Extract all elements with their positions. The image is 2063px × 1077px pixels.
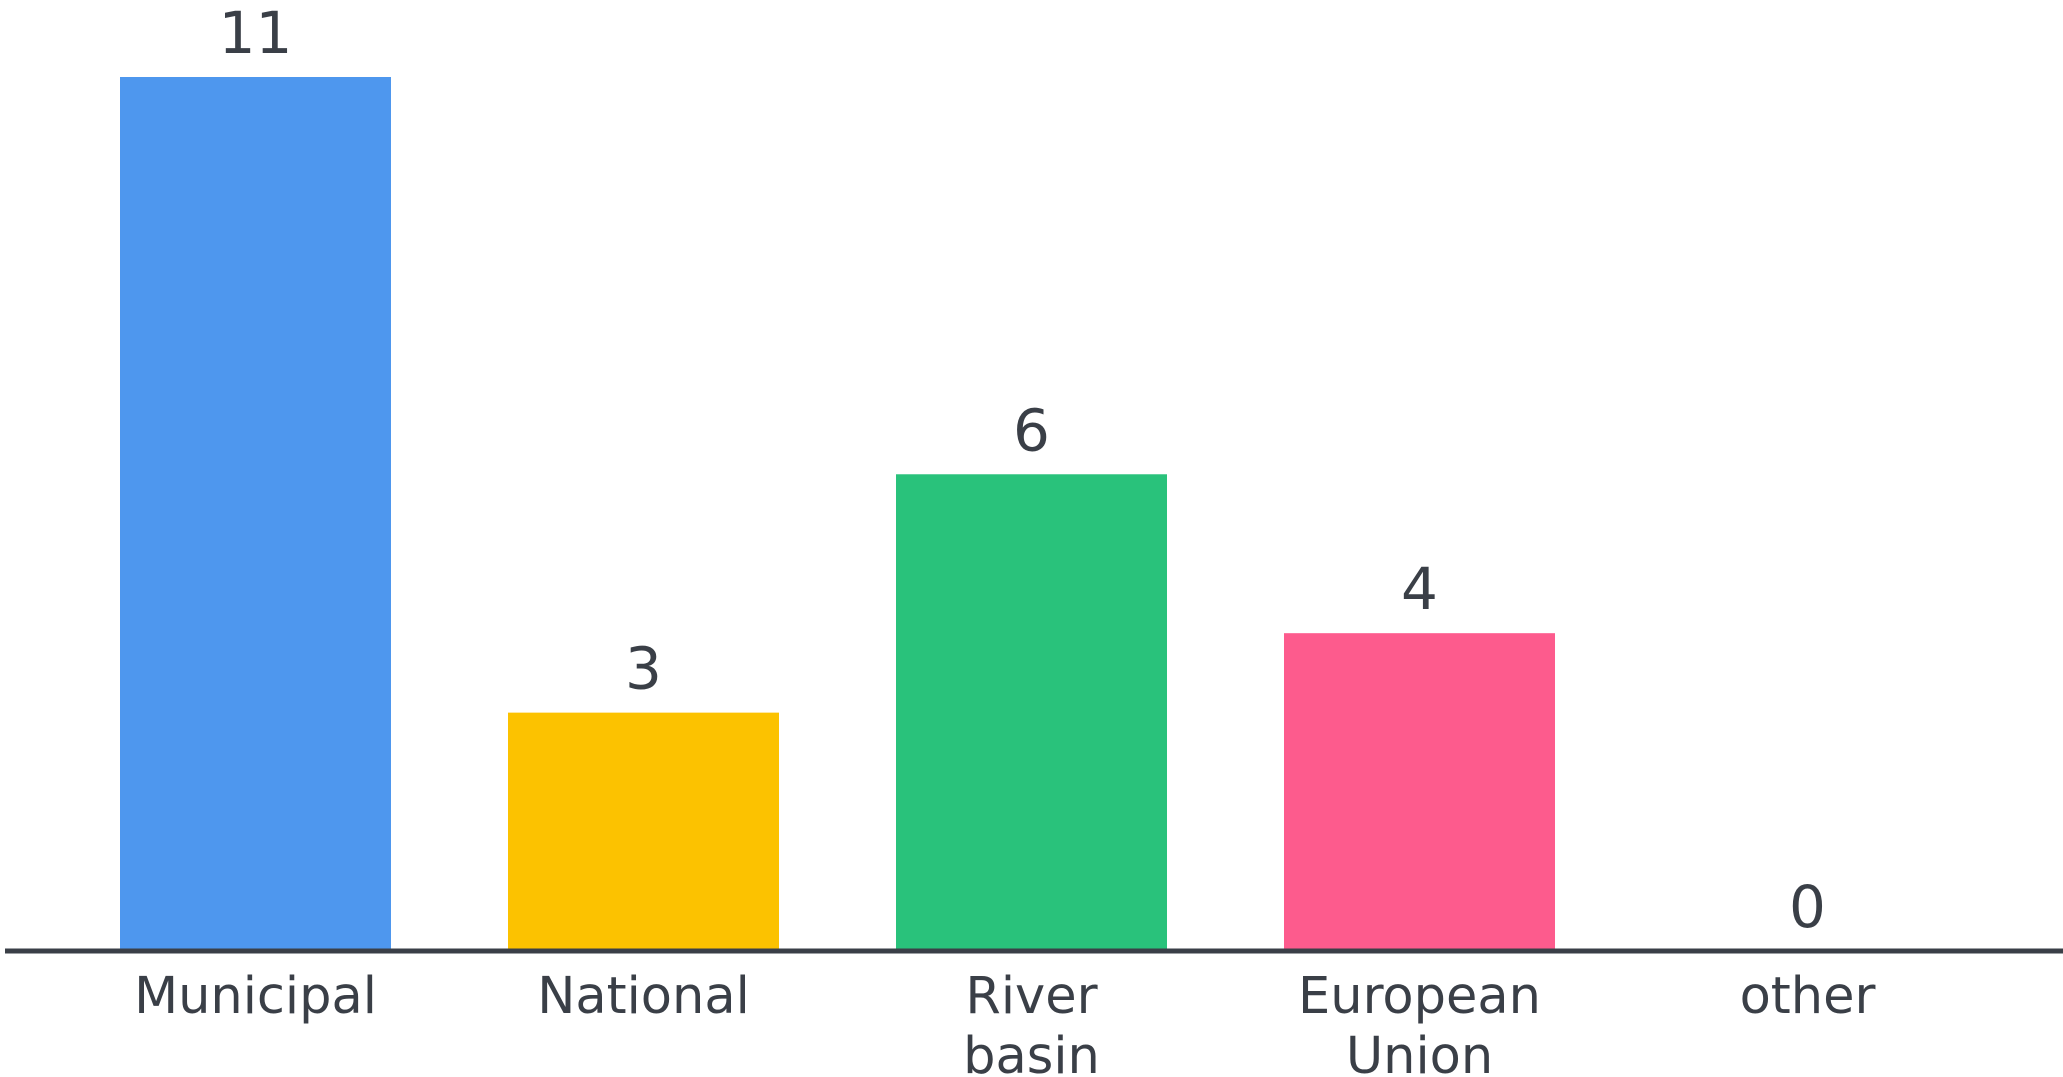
bar-0 bbox=[120, 77, 391, 951]
value-label-0: 11 bbox=[219, 0, 293, 67]
x-tick-label-0: Municipal bbox=[134, 967, 377, 1026]
value-label-1: 3 bbox=[625, 635, 662, 703]
bar-1 bbox=[508, 712, 779, 951]
bar-3 bbox=[1284, 633, 1555, 951]
x-tick-label-2-line-1: basin bbox=[963, 1027, 1100, 1077]
x-tick-label-1-line-0: National bbox=[537, 967, 750, 1026]
x-tick-label-2: River basin bbox=[963, 967, 1100, 1077]
x-tick-label-1: National bbox=[537, 967, 750, 1026]
x-tick-label-3: European Union bbox=[1298, 967, 1541, 1077]
value-label-4: 0 bbox=[1789, 873, 1826, 941]
bar-2 bbox=[896, 474, 1167, 951]
x-tick-label-2-line-0: River bbox=[965, 967, 1097, 1026]
value-label-3: 4 bbox=[1401, 555, 1438, 623]
value-label-2: 6 bbox=[1013, 396, 1050, 464]
x-tick-label-3-line-1: Union bbox=[1346, 1027, 1493, 1077]
x-tick-label-3-line-0: European bbox=[1298, 967, 1541, 1026]
x-tick-label-4: other bbox=[1740, 967, 1876, 1026]
x-tick-labels-group: Municipal National River basin European Union… bbox=[134, 967, 1875, 1077]
x-tick-label-4-line-0: other bbox=[1740, 967, 1876, 1026]
bars-group bbox=[120, 77, 1555, 951]
x-tick-label-0-line-0: Municipal bbox=[134, 967, 377, 1026]
value-labels-group: 11 3 6 4 0 bbox=[219, 0, 1826, 941]
